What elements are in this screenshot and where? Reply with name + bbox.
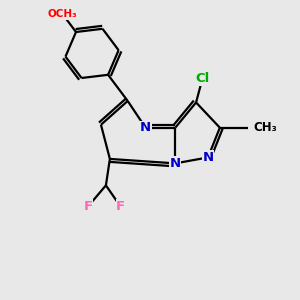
Text: F: F [116, 200, 125, 213]
Text: CH₃: CH₃ [254, 121, 277, 134]
Text: N: N [140, 121, 151, 134]
Text: N: N [202, 151, 214, 164]
Text: N: N [170, 157, 181, 170]
Text: Cl: Cl [195, 72, 209, 85]
Text: OCH₃: OCH₃ [48, 9, 77, 19]
Text: F: F [83, 200, 93, 213]
